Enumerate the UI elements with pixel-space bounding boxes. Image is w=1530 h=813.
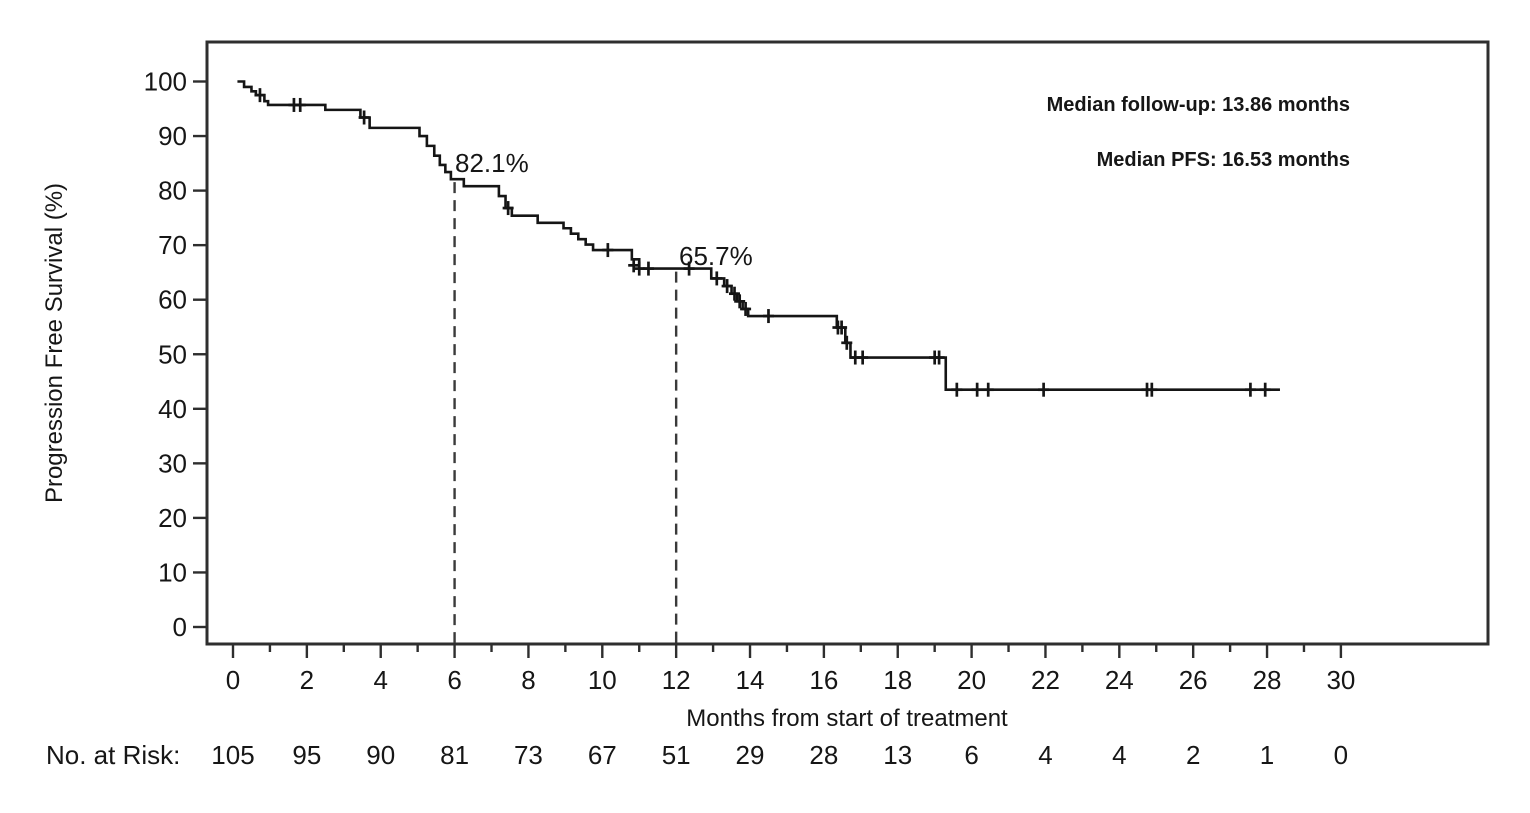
y-tick-label: 70 [158, 230, 187, 260]
risk-count: 2 [1186, 740, 1200, 770]
x-axis-title: Months from start of treatment [686, 705, 1008, 732]
y-tick-label: 90 [158, 121, 187, 151]
x-tick-label: 2 [300, 665, 314, 695]
landmark-label-6mo: 82.1% [455, 148, 529, 178]
x-tick-label: 4 [373, 665, 387, 695]
x-tick-label: 28 [1253, 665, 1282, 695]
risk-count: 67 [588, 740, 617, 770]
x-tick-label: 18 [883, 665, 912, 695]
x-tick-label: 22 [1031, 665, 1060, 695]
y-tick-label: 50 [158, 339, 187, 369]
y-tick-label: 40 [158, 394, 187, 424]
risk-count: 13 [883, 740, 912, 770]
x-tick-label: 24 [1105, 665, 1134, 695]
x-tick-label: 6 [447, 665, 461, 695]
km-curve [237, 80, 1280, 392]
y-tick-label: 60 [158, 285, 187, 315]
y-tick-label: 10 [158, 557, 187, 587]
risk-count: 81 [440, 740, 469, 770]
risk-table-label: No. at Risk: [46, 740, 181, 770]
y-tick-label: 100 [144, 67, 187, 97]
y-tick-label: 20 [158, 503, 187, 533]
x-tick-label: 0 [226, 665, 240, 695]
risk-count: 6 [964, 740, 978, 770]
x-tick-label: 20 [957, 665, 986, 695]
risk-count: 1 [1260, 740, 1274, 770]
risk-count: 4 [1112, 740, 1126, 770]
y-axis-title: Progression Free Survival (%) [41, 182, 68, 504]
risk-count: 51 [662, 740, 691, 770]
x-tick-label: 10 [588, 665, 617, 695]
risk-count: 105 [211, 740, 254, 770]
x-tick-label: 14 [736, 665, 765, 695]
risk-count: 29 [736, 740, 765, 770]
risk-count: 95 [292, 740, 321, 770]
landmark-label-12mo: 65.7% [679, 241, 753, 271]
x-tick-label: 16 [809, 665, 838, 695]
y-tick-label: 30 [158, 448, 187, 478]
risk-count: 4 [1038, 740, 1052, 770]
y-tick-label: 80 [158, 176, 187, 206]
x-tick-label: 8 [521, 665, 535, 695]
median-pfs-annotation: Median PFS: 16.53 months [1096, 149, 1350, 171]
median-followup-annotation: Median follow-up: 13.86 months [1046, 94, 1350, 116]
risk-count: 73 [514, 740, 543, 770]
y-tick-label: 0 [173, 612, 187, 642]
x-tick-label: 26 [1179, 665, 1208, 695]
x-tick-label: 12 [662, 665, 691, 695]
risk-count: 28 [809, 740, 838, 770]
plot-border [205, 40, 1490, 646]
risk-count: 90 [366, 740, 395, 770]
risk-count: 0 [1334, 740, 1348, 770]
x-tick-label: 30 [1326, 665, 1355, 695]
